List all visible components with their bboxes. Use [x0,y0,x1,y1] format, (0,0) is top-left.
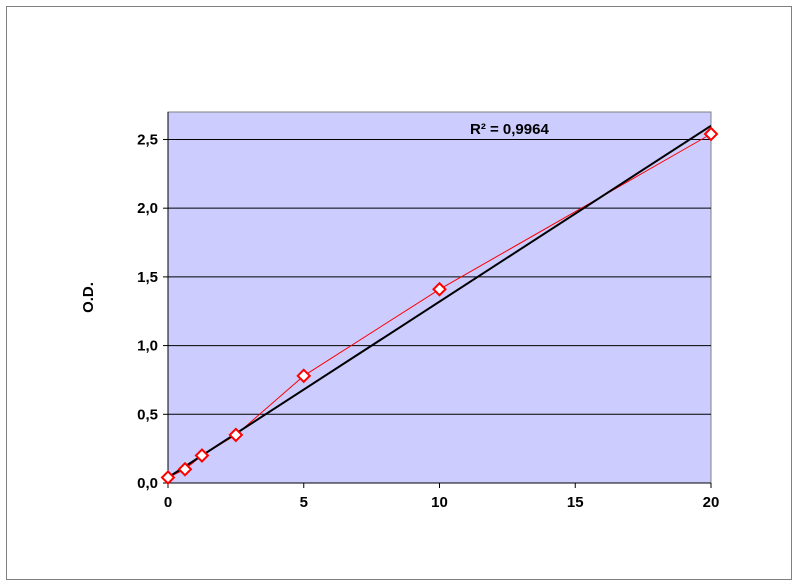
trendline-layer [167,124,712,479]
data-point-marker [194,448,210,463]
grid-lines [168,138,711,415]
trendline [167,124,712,479]
x-tick-label: 10 [431,494,448,511]
x-tick-label: 5 [300,494,308,511]
y-tick-label: 0,0 [137,475,158,492]
x-tick-label: 15 [567,494,584,511]
data-point-marker [177,461,193,477]
x-tick-label: 0 [164,494,172,511]
chart-frame: 0,0 0,5 1,0 1,5 2,0 2,5 0 5 10 15 20 O.D. R² = 0,9… [6,6,792,580]
scatter-chart: 0,0 0,5 1,0 1,5 2,0 2,5 0 5 10 15 20 O.D. R² = 0,9… [80,111,719,511]
x-tick-label: 20 [703,494,720,511]
y-axis-title: O.D. [80,282,97,313]
y-tick-label: 1,0 [137,338,158,355]
y-tick-label: 1,5 [137,269,158,286]
tick-labels: 0,0 0,5 1,0 1,5 2,0 2,5 0 5 10 15 20 [137,131,719,511]
data-point-marker [296,368,312,384]
data-point-marker [228,427,244,443]
markers-layer [160,126,719,485]
data-point-marker [160,470,176,485]
r-squared-annotation: R² = 0,9964 [470,121,549,138]
data-point-marker [703,126,719,142]
plot-area [167,111,712,484]
axes [163,112,712,488]
y-tick-label: 0,5 [137,406,158,423]
y-tick-label: 2,0 [137,200,158,217]
y-tick-label: 2,5 [137,131,158,148]
data-point-marker [432,281,447,297]
